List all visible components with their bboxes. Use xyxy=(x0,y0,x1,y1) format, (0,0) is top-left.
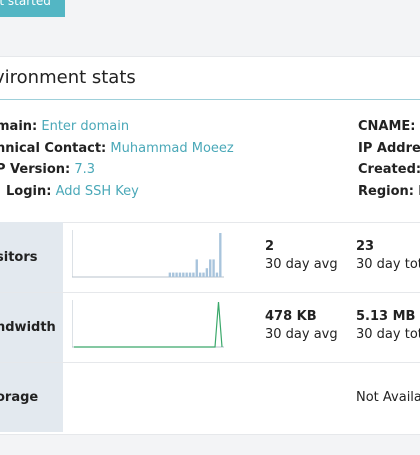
panel-title: vironment stats xyxy=(0,67,136,88)
visitors-bar xyxy=(209,259,212,277)
row-divider xyxy=(0,362,420,363)
add-ssh-key-link[interactable]: Add SSH Key xyxy=(55,184,139,199)
visitors-total-label: 30 day tota xyxy=(356,257,420,272)
cname-key: CNAME: xyxy=(358,119,416,134)
visitors-bar xyxy=(212,259,215,277)
ssh-login-info: Login: Add SSH Key xyxy=(6,184,139,199)
visitors-bar xyxy=(219,233,222,277)
get-started-button[interactable]: et started xyxy=(0,0,65,17)
visitors-bar xyxy=(175,272,178,277)
bandwidth-sparkline xyxy=(72,300,224,348)
visitors-bar xyxy=(192,272,195,277)
storage-status: Not Availab xyxy=(356,390,420,405)
bandwidth-total-value: 5.13 MB xyxy=(356,309,416,324)
visitors-label: sitors xyxy=(0,250,38,265)
bandwidth-avg-label: 30 day avg xyxy=(265,327,338,342)
visitors-bar xyxy=(215,272,219,277)
created-key: Created: xyxy=(358,162,420,177)
region-key: Region: xyxy=(358,184,414,199)
visitors-bar xyxy=(185,272,188,277)
get-started-label: et started xyxy=(0,0,51,8)
row-divider xyxy=(0,292,420,293)
visitors-bar xyxy=(202,272,205,277)
visitors-bar xyxy=(188,272,192,277)
table-top-divider xyxy=(0,222,420,223)
technical-contact-key: hnical Contact: xyxy=(0,141,107,156)
bandwidth-total-label: 30 day tota xyxy=(356,327,420,342)
row-label-column xyxy=(0,222,63,432)
bandwidth-label: ndwidth xyxy=(0,320,56,335)
domain-value-link[interactable]: Enter domain xyxy=(41,119,130,134)
domain-info: main: Enter domain xyxy=(0,119,129,134)
visitors-avg-label: 30 day avg xyxy=(265,257,338,272)
visitors-bar xyxy=(168,272,172,277)
domain-key: main: xyxy=(0,119,38,134)
php-version-key: P Version: xyxy=(0,162,71,177)
region-info: Region: No xyxy=(358,184,420,199)
visitors-total-value: 23 xyxy=(356,239,375,254)
visitors-bar xyxy=(205,268,209,277)
visitors-avg-value: 2 xyxy=(265,239,275,254)
storage-label: orage xyxy=(0,390,39,405)
ssh-login-key: Login: xyxy=(6,184,52,199)
technical-contact-info: hnical Contact: Muhammad Moeez xyxy=(0,141,234,156)
visitors-bar xyxy=(178,272,182,277)
ip-address-key: IP Address xyxy=(358,141,420,156)
environment-stats-panel xyxy=(0,56,420,435)
region-value: No xyxy=(418,184,420,199)
created-info: Created: A xyxy=(358,162,420,177)
php-version-info: P Version: 7.3 xyxy=(0,162,95,177)
bandwidth-line xyxy=(74,301,223,348)
visitors-bar xyxy=(198,272,202,277)
visitors-bar xyxy=(182,272,185,277)
cname-info: CNAME: w xyxy=(358,119,420,134)
visitors-sparkline xyxy=(72,230,224,278)
ip-address-info: IP Address xyxy=(358,141,420,156)
visitors-bar xyxy=(195,259,198,277)
php-version-link[interactable]: 7.3 xyxy=(74,162,96,177)
title-divider xyxy=(0,99,420,100)
visitors-bar xyxy=(172,272,175,277)
technical-contact-link[interactable]: Muhammad Moeez xyxy=(110,141,234,156)
bandwidth-avg-value: 478 KB xyxy=(265,309,317,324)
